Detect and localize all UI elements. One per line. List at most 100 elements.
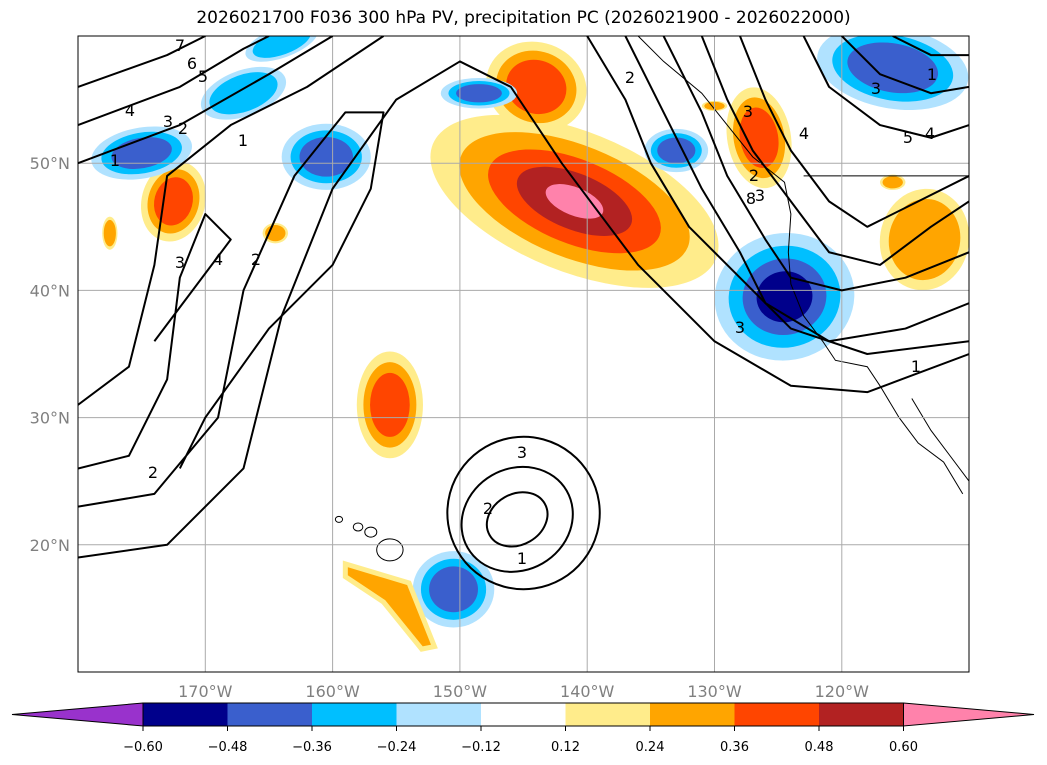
colorbar-extend-max <box>903 702 1035 727</box>
precip-region <box>657 137 696 164</box>
lon-tick-label: 150°W <box>433 682 488 701</box>
contour-label: 1 <box>238 131 248 150</box>
contour-label: 2 <box>625 68 635 87</box>
colorbar-tick-label: 0.36 <box>720 740 749 755</box>
coastline <box>637 36 964 495</box>
precip-region <box>342 560 438 652</box>
pv-contour-loop <box>485 491 549 548</box>
colorbar-extend-min <box>11 702 144 727</box>
pv-contour-loop <box>446 435 601 591</box>
lon-tick-label: 140°W <box>560 682 615 701</box>
contour-label: 1 <box>517 549 527 568</box>
precip-region <box>370 372 410 437</box>
precip-region <box>545 184 604 219</box>
colorbar-tick-label: 0.12 <box>551 740 580 755</box>
lon-tick-label: 130°W <box>687 682 742 701</box>
precip-region <box>506 59 567 115</box>
contour-label: 1 <box>110 151 120 170</box>
precip-region <box>103 219 116 247</box>
lat-tick-label: 20°N <box>30 536 70 555</box>
contour-label: 1 <box>911 357 921 376</box>
colorbar-tick-label: −0.12 <box>461 740 501 755</box>
pv-contour-line <box>78 36 270 126</box>
precip-region <box>153 177 193 226</box>
pv-contour-line <box>662 36 969 292</box>
colorbar-tick-label: 0.48 <box>805 740 834 755</box>
contour-label: 3 <box>517 443 527 462</box>
contour-label: 4 <box>125 101 135 120</box>
pv-contour-line <box>700 36 969 266</box>
colorbar-segment <box>143 703 228 726</box>
pv-contour-loop <box>460 465 574 573</box>
contour-label: 7 <box>175 36 185 55</box>
precip-region <box>299 136 353 177</box>
contour-label: 3 <box>743 102 753 121</box>
colorbar-segment <box>396 703 481 726</box>
contour-label: 3 <box>175 253 185 272</box>
pv-contour-line <box>78 213 232 470</box>
pv-contour-line <box>78 36 206 88</box>
precip-region <box>847 42 939 94</box>
contour-label: 8 <box>746 189 756 208</box>
colorbar-tick-label: 0.60 <box>889 740 918 755</box>
axis-labels: 170°W 160°W 150°W 140°W 130°W 120°W 50°N 40°N 30… <box>30 154 869 701</box>
chart-title: 2026021700 F036 300 hPa PV, precipitatio… <box>196 8 851 28</box>
pv-contour-line <box>78 36 385 406</box>
colorbar-tick-label: −0.24 <box>377 740 417 755</box>
colorbar-tick-label: −0.60 <box>123 740 163 755</box>
contour-label: 2 <box>749 166 759 185</box>
colorbar-segment <box>312 703 397 726</box>
colorbar-segment <box>227 703 312 726</box>
lat-tick-label: 30°N <box>30 409 70 428</box>
colorbar-frame <box>142 702 904 727</box>
contour-label: 2 <box>251 250 261 269</box>
colorbar-segment <box>481 703 566 726</box>
precip-region <box>209 72 278 115</box>
colorbar-segment <box>565 703 650 726</box>
contour-label: 3 <box>871 79 881 98</box>
contour-label: 4 <box>901 21 911 40</box>
pv-contour-line <box>78 60 969 559</box>
colorbar-tick-label: −0.48 <box>208 740 248 755</box>
contour-label: 3 <box>163 112 173 131</box>
contour-label: 2 <box>148 463 158 482</box>
colorbar-segment <box>734 703 819 726</box>
map-frame <box>77 35 970 673</box>
pv-contour-line <box>892 36 969 57</box>
pv-contour-line <box>739 36 969 228</box>
island <box>352 522 364 532</box>
coastlines <box>334 36 969 562</box>
pv-contour-line <box>78 36 334 165</box>
pv-contour-line <box>802 36 969 139</box>
colorbar-segment <box>650 703 735 726</box>
contour-label: 6 <box>187 54 197 73</box>
contour-label: 3 <box>735 318 745 337</box>
island <box>334 515 344 523</box>
lat-tick-label: 40°N <box>30 281 70 300</box>
precipitation-fill <box>91 36 969 652</box>
contour-label: 5 <box>198 67 208 86</box>
contour-label: 4 <box>213 250 223 269</box>
precip-region <box>252 36 311 58</box>
pv-contour-line <box>624 36 969 343</box>
contour-label: 5 <box>903 128 913 147</box>
pv-contour-line <box>586 36 969 355</box>
pv-contour-line <box>78 111 385 508</box>
contour-label: 2 <box>178 119 188 138</box>
precip-region <box>429 566 478 613</box>
colorbar: −0.60 −0.48 −0.36 −0.24 −0.12 0.12 0.24 0.36 0.4… <box>11 702 1035 755</box>
pv-contour-line <box>841 36 969 95</box>
contour-label: 4 <box>925 124 935 143</box>
colorbar-tick-label: 0.24 <box>636 740 665 755</box>
contour-label: 1 <box>927 65 937 84</box>
contour-label: 4 <box>799 124 809 143</box>
precip-region <box>882 176 903 189</box>
lon-tick-label: 120°W <box>815 682 870 701</box>
colorbar-segment <box>819 703 904 726</box>
island <box>364 526 378 538</box>
island <box>376 538 404 562</box>
lat-tick-label: 50°N <box>30 154 70 173</box>
precip-region <box>456 84 502 103</box>
